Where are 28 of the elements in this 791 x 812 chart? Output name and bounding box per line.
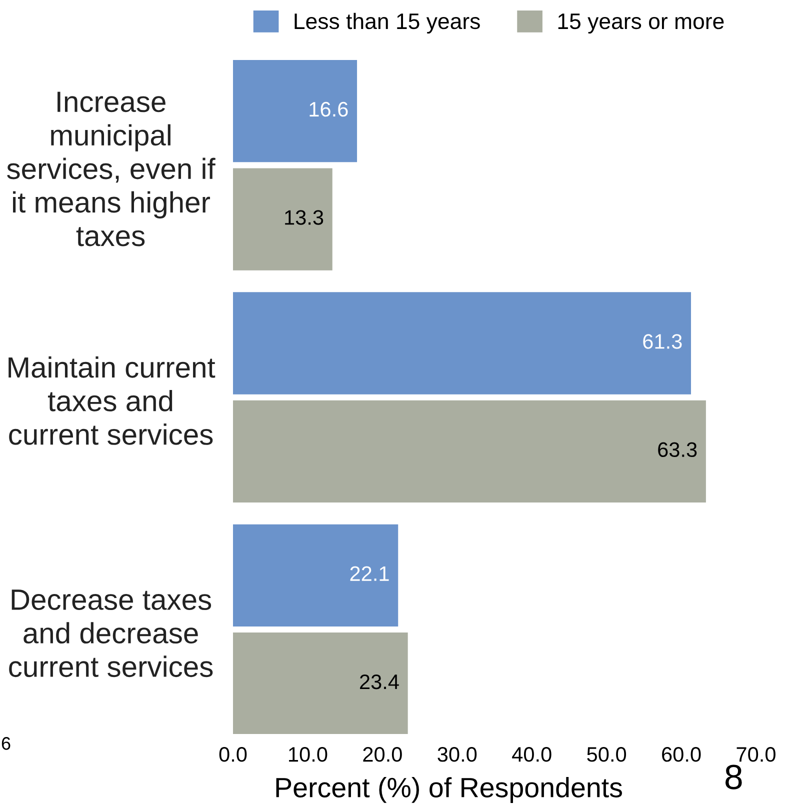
legend-label: Less than 15 years (294, 12, 480, 34)
bar (233, 632, 408, 734)
x-tick-label: 60.0 (662, 747, 701, 762)
bar (233, 60, 358, 162)
bar (233, 400, 706, 503)
y-tick-label: Increase municipal services, even if it means higher taxes (7, 92, 216, 246)
data-label: 23.4 (360, 674, 399, 690)
bar (233, 292, 691, 394)
text: 8 (726, 764, 742, 790)
x-tick-label: 70.0 (736, 747, 776, 762)
x-tick-label: 50.0 (587, 747, 626, 762)
data-label: 63.3 (658, 442, 697, 458)
y-tick-label: Decrease taxes and decrease current services (9, 590, 213, 678)
x-tick-label: 40.0 (512, 747, 552, 762)
data-label: 13.3 (285, 210, 324, 225)
text: 6 (2, 737, 10, 750)
data-label: 61.3 (643, 334, 682, 349)
bar (233, 168, 332, 270)
data-label: 22.1 (350, 566, 389, 581)
x-tick-label: 20.0 (363, 747, 402, 762)
x-tick-label: 10.0 (289, 747, 328, 762)
y-tick-label: Maintain current taxes and current services (8, 356, 216, 445)
legend-label: 15 years or more (558, 14, 724, 34)
bar (233, 524, 398, 627)
x-tick-label: 0.0 (219, 747, 247, 762)
x-axis-title: Percent (%) of Respondents (276, 777, 622, 803)
x-tick-label: 30.0 (438, 747, 477, 762)
data-label: 16.6 (310, 102, 348, 117)
